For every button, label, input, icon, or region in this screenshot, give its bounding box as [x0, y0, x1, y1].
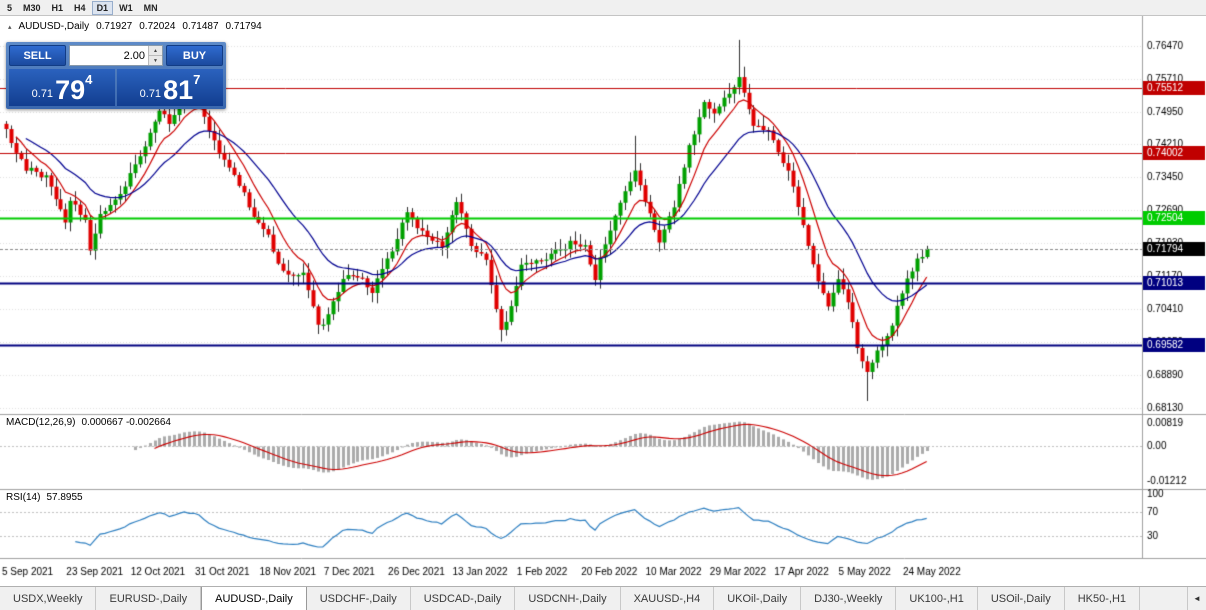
sell-price-display[interactable]: 0.71 79 4: [9, 69, 115, 106]
chart-tab[interactable]: USDX,Weekly: [0, 587, 97, 610]
timeframe-button-mn[interactable]: MN: [143, 2, 158, 13]
buy-price-big-digits: 81: [163, 75, 194, 105]
macd-name: MACD(12,26,9): [6, 417, 76, 428]
buy-button[interactable]: BUY: [166, 45, 223, 66]
price-chart-canvas[interactable]: [0, 16, 1206, 586]
volume-stepper: ▲ ▼: [148, 46, 162, 65]
chart-tabbar: USDX,Weekly EURUSD-,Daily AUDUSD-,Daily USD…: [0, 586, 1206, 610]
timeframe-button-d1[interactable]: D1: [91, 0, 114, 15]
chart-tab[interactable]: XAUUSD-,H4: [621, 587, 715, 610]
macd-indicator-label: MACD(12,26,9) 0.000667 -0.002664: [6, 417, 171, 428]
chart-tab[interactable]: DJ30-,Weekly: [801, 587, 897, 610]
timeframe-button-h1[interactable]: H1: [51, 2, 64, 13]
trade-panel-prices-row: 0.71 79 4 0.71 81 7: [9, 69, 223, 106]
chart-tab[interactable]: USDCHF-,Daily: [307, 587, 411, 610]
chart-tab[interactable]: UKOil-,Daily: [714, 587, 802, 610]
buy-price-display[interactable]: 0.71 81 7: [117, 69, 223, 106]
trade-panel-controls-row: SELL ▲ ▼ BUY: [9, 45, 223, 66]
volume-control: ▲ ▼: [69, 45, 163, 66]
rsi-name: RSI(14): [6, 492, 41, 503]
chart-tab[interactable]: HK50-,H1: [1065, 587, 1141, 610]
sell-price-big-digits: 79: [55, 75, 86, 105]
chart-tab[interactable]: EURUSD-,Daily: [96, 587, 202, 610]
sell-price-pip-digit: 4: [85, 72, 93, 87]
sell-price-prefix: 0.71: [31, 88, 54, 100]
timeframe-toolbar: 5 M30 H1 H4 D1 W1 MN: [0, 0, 1206, 16]
chart-tabs: USDX,Weekly EURUSD-,Daily AUDUSD-,Daily USD…: [0, 587, 1187, 610]
sell-button[interactable]: SELL: [9, 45, 66, 66]
macd-values: 0.000667 -0.002664: [81, 417, 171, 428]
chart-tab[interactable]: USDCAD-,Daily: [411, 587, 516, 610]
timeframe-button-5[interactable]: 5: [7, 2, 13, 13]
chart-tab[interactable]: USOil-,Daily: [978, 587, 1065, 610]
chart-tab[interactable]: UK100-,H1: [896, 587, 978, 610]
rsi-indicator-label: RSI(14) 57.8955: [6, 492, 83, 503]
buy-price-prefix: 0.71: [139, 88, 162, 100]
chart-header: ▴ AUDUSD-,Daily 0.71927 0.72024 0.71487 …: [8, 21, 262, 32]
timeframe-button-h4[interactable]: H4: [74, 2, 86, 13]
volume-decrease-button[interactable]: ▼: [149, 56, 162, 65]
chart-tab[interactable]: USDCNH-,Daily: [515, 587, 621, 610]
buy-price-pip-digit: 7: [193, 72, 201, 87]
timeframe-button-w1[interactable]: W1: [119, 2, 133, 13]
volume-increase-button[interactable]: ▲: [149, 46, 162, 56]
ohlc-open-value: 0.71927: [96, 21, 133, 32]
ohlc-close-value: 0.71794: [225, 21, 262, 32]
ohlc-high-value: 0.72024: [139, 21, 176, 32]
chart-tab[interactable]: AUDUSD-,Daily: [201, 587, 307, 610]
volume-input[interactable]: [70, 46, 148, 65]
tabs-scroll-left-button[interactable]: ◄: [1187, 587, 1206, 610]
ohlc-low-value: 0.71487: [182, 21, 219, 32]
timeframe-button-m30[interactable]: M30: [23, 2, 41, 13]
rsi-value: 57.8955: [46, 492, 83, 503]
chart-symbol-label: AUDUSD-,Daily: [18, 21, 90, 32]
collapse-trade-panel-icon[interactable]: ▴: [8, 23, 12, 31]
